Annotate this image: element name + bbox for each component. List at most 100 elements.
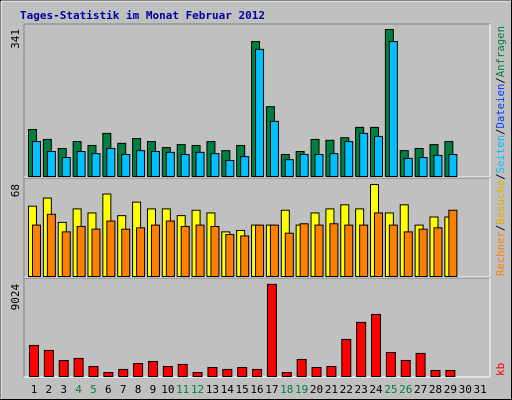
bar <box>106 220 116 278</box>
x-tick-label: 7 <box>120 383 127 396</box>
bar <box>237 367 248 377</box>
bar <box>136 227 146 277</box>
bar <box>284 232 294 277</box>
bar <box>150 224 160 278</box>
x-tick-label: 31 <box>473 383 486 396</box>
bar <box>29 344 39 377</box>
legend-entry: / <box>494 77 507 83</box>
x-tick-label: 6 <box>105 383 112 396</box>
bar <box>88 365 99 377</box>
legend-entry: Anfragen <box>494 26 507 77</box>
bar <box>195 224 205 278</box>
bar <box>403 157 413 177</box>
panel <box>23 277 491 378</box>
bar <box>46 151 56 177</box>
bar <box>43 349 54 378</box>
bar <box>311 367 322 377</box>
bar <box>150 151 160 177</box>
bar <box>388 224 398 278</box>
bar <box>210 225 220 277</box>
bar <box>121 154 131 178</box>
x-tick-label: 30 <box>459 383 472 396</box>
x-tick-label: 28 <box>429 383 442 396</box>
x-tick-label: 12 <box>191 383 204 396</box>
bar <box>32 141 41 178</box>
legend-entry: / <box>494 225 507 231</box>
x-tick-label: 15 <box>236 383 249 396</box>
x-tick-label: 2 <box>46 383 53 396</box>
bar <box>133 363 144 377</box>
bar <box>106 147 116 177</box>
legend-entry: Besuche <box>494 180 507 225</box>
bar <box>76 151 86 177</box>
x-tick-label: 3 <box>60 383 67 396</box>
bar <box>252 368 263 377</box>
bar <box>299 223 309 278</box>
bar <box>180 154 190 178</box>
bar <box>121 228 131 277</box>
bar <box>314 154 324 178</box>
bar <box>281 372 292 378</box>
bar <box>403 231 413 277</box>
bar <box>344 141 354 178</box>
chart-title: Tages-Statistik im Monat Februar 2012 <box>20 9 265 22</box>
bar <box>415 352 426 378</box>
bar <box>269 224 279 278</box>
legend-entry: / <box>494 129 507 135</box>
x-tick-label: 23 <box>355 383 368 396</box>
y-tick-label: 9024 <box>9 283 22 310</box>
bar <box>136 150 146 177</box>
x-tick-label: 9 <box>150 383 157 396</box>
x-tick-label: 17 <box>265 383 278 396</box>
bar <box>255 48 265 177</box>
bar <box>356 321 367 378</box>
bar <box>61 157 71 178</box>
x-tick-label: 25 <box>384 383 397 396</box>
bar <box>147 360 158 378</box>
bar <box>418 228 428 277</box>
bar <box>433 154 443 177</box>
bar <box>344 224 354 278</box>
bar <box>341 338 352 378</box>
bar <box>118 368 129 377</box>
bar <box>195 151 205 178</box>
x-tick-label: 26 <box>399 383 412 396</box>
bar <box>76 225 86 277</box>
x-tick-label: 10 <box>161 383 174 396</box>
bar <box>91 228 101 277</box>
legend-entry: Rechner <box>494 231 507 276</box>
bar <box>299 154 309 178</box>
x-tick-label: 16 <box>250 383 263 396</box>
bar <box>240 156 250 177</box>
x-tick-label: 27 <box>414 383 427 396</box>
bar <box>359 224 369 278</box>
bar <box>225 234 235 277</box>
x-tick-label: 22 <box>340 383 353 396</box>
bar <box>165 220 175 278</box>
bar <box>192 372 203 378</box>
x-tick-label: 24 <box>369 383 383 396</box>
x-tick-label: 14 <box>221 383 235 396</box>
legend-entry: Dateien <box>494 84 507 129</box>
bar <box>418 157 428 178</box>
legend-entry: Seiten <box>494 135 507 173</box>
bar <box>371 313 382 377</box>
bar <box>374 135 384 177</box>
x-tick-label: 20 <box>310 383 323 396</box>
y-tick-label: 68 <box>9 184 22 197</box>
bar <box>207 367 218 377</box>
bar <box>266 283 277 377</box>
bar <box>359 132 369 177</box>
x-tick-label: 19 <box>295 383 308 396</box>
x-tick-label: 13 <box>206 383 219 396</box>
bar <box>210 153 220 177</box>
x-tick-label: 4 <box>75 383 82 396</box>
bar <box>91 153 101 177</box>
bar <box>430 369 441 377</box>
bar <box>240 235 250 277</box>
bar <box>177 363 188 378</box>
bar <box>103 372 114 378</box>
x-tick-label: 8 <box>135 383 142 396</box>
x-tick-label: 5 <box>90 383 97 396</box>
